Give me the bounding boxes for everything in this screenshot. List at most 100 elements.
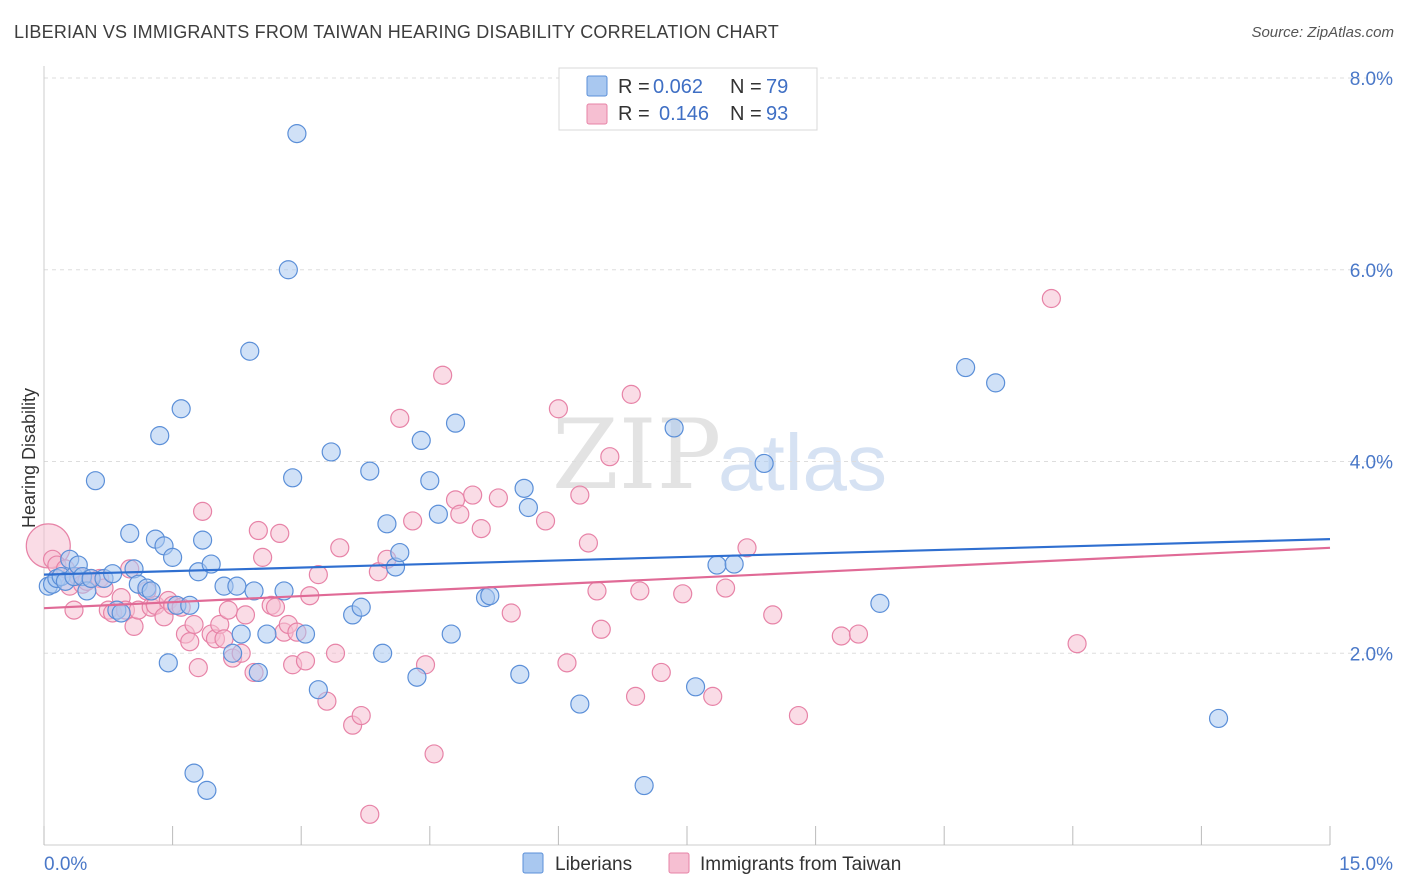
y-tick-label: 6.0% [1350, 261, 1393, 282]
liberian-point [201, 554, 221, 574]
liberian-point [754, 453, 774, 474]
bottom-legend-swatch-taiwan [668, 852, 690, 874]
liberian-point [480, 586, 500, 606]
taiwan-point [1041, 288, 1061, 309]
taiwan-point [488, 488, 508, 508]
taiwan-point [651, 662, 671, 683]
liberian-point [287, 124, 307, 144]
liberian-point [278, 260, 298, 280]
legend-n-label-1: N = [730, 76, 762, 98]
taiwan-point [308, 565, 328, 585]
legend-r-value-1: 0.062 [653, 76, 703, 98]
liberian-point [197, 780, 217, 800]
liberian-point [634, 775, 654, 796]
liberian-point [707, 555, 727, 575]
taiwan-point [587, 581, 607, 601]
taiwan-point [218, 600, 238, 620]
taiwan-point [124, 616, 144, 637]
taiwan-point [253, 547, 273, 567]
taiwan-point [64, 600, 84, 620]
liberian-point [150, 426, 170, 446]
taiwan-point [270, 523, 290, 544]
liberian-point [85, 471, 106, 491]
legend-n-label-2: N = [730, 103, 762, 125]
taiwan-point [621, 384, 641, 404]
taiwan-point [715, 578, 736, 598]
taiwan-point [188, 658, 208, 678]
bottom-legend: Liberians Immigrants from Taiwan [522, 852, 901, 875]
liberian-point [441, 624, 461, 644]
liberian-point [223, 643, 243, 663]
liberian-point [274, 581, 294, 601]
taiwan-point [673, 584, 693, 604]
taiwan-point [463, 485, 483, 505]
taiwan-point [325, 643, 346, 663]
liberian-point [377, 514, 397, 534]
liberian-point [163, 547, 183, 567]
taiwan-point [471, 519, 491, 539]
liberian-point [870, 593, 890, 613]
liberian-point [120, 523, 140, 544]
taiwan-point [548, 399, 569, 419]
taiwan-point [390, 408, 410, 428]
taiwan-point [737, 538, 757, 558]
liberian-point [308, 680, 328, 700]
taiwan-point [450, 504, 470, 524]
liberian-point [360, 461, 380, 481]
liberian-point [193, 530, 213, 550]
bottom-legend-swatch-liberians [522, 852, 544, 874]
y-axis-label: Hearing Disability [19, 388, 39, 528]
chart-title: LIBERIAN VS IMMIGRANTS FROM TAIWAN HEARI… [14, 22, 779, 42]
liberian-point [956, 357, 976, 378]
liberian-point [351, 597, 371, 617]
liberian-point [407, 667, 427, 687]
taiwan-point [831, 626, 851, 646]
liberian-point [248, 662, 268, 683]
y-tick-label: 4.0% [1350, 453, 1393, 474]
liberian-point [295, 624, 316, 644]
liberian-point [445, 413, 466, 433]
bottom-legend-liberians: Liberians [555, 854, 632, 875]
taiwan-point [1067, 634, 1087, 654]
liberian-point [664, 418, 684, 438]
taiwan-point [295, 651, 316, 671]
x-tick-label-max: 15.0% [1339, 854, 1393, 875]
taiwan-point [360, 804, 380, 824]
liberian-point [184, 763, 204, 783]
liberian-point [158, 653, 178, 673]
taiwan-point [265, 597, 286, 617]
liberian-point [321, 442, 341, 462]
y-tick-label: 2.0% [1350, 644, 1393, 665]
taiwan-point [703, 686, 723, 706]
liberian-point [518, 497, 538, 518]
legend-n-value-2: 93 [766, 103, 788, 125]
series-taiwan-points [25, 288, 1087, 824]
liberian-point [244, 581, 264, 601]
taiwan-point [848, 624, 869, 644]
liberian-point [1208, 708, 1229, 729]
liberian-point [180, 595, 200, 615]
taiwan-point [600, 447, 620, 467]
watermark-atlas: atlas [718, 418, 887, 507]
trend-line-taiwan [43, 546, 1331, 610]
taiwan-point [788, 705, 809, 726]
legend-r-label-1: R = [618, 76, 650, 98]
series-liberian-points [38, 124, 1229, 800]
legend-box: R = 0.062 N = 79 R = 0.146 N = 93 [558, 67, 818, 131]
source-label: Source: ZipAtlas.com [1251, 24, 1394, 41]
taiwan-point [630, 581, 650, 601]
trend-lines [43, 538, 1331, 610]
taiwan-point [557, 653, 577, 673]
taiwan-point [180, 632, 200, 652]
liberian-point [111, 603, 131, 623]
taiwan-point [184, 614, 204, 635]
liberian-point [231, 624, 251, 644]
legend-n-value-1: 79 [766, 76, 788, 98]
liberian-point [171, 399, 191, 419]
liberian-point [373, 643, 393, 663]
liberian-point [724, 554, 744, 574]
legend-r-value-2: 0.146 [659, 103, 709, 125]
y-tick-label: 8.0% [1350, 69, 1393, 90]
legend-r-label-2: R = [618, 103, 650, 125]
